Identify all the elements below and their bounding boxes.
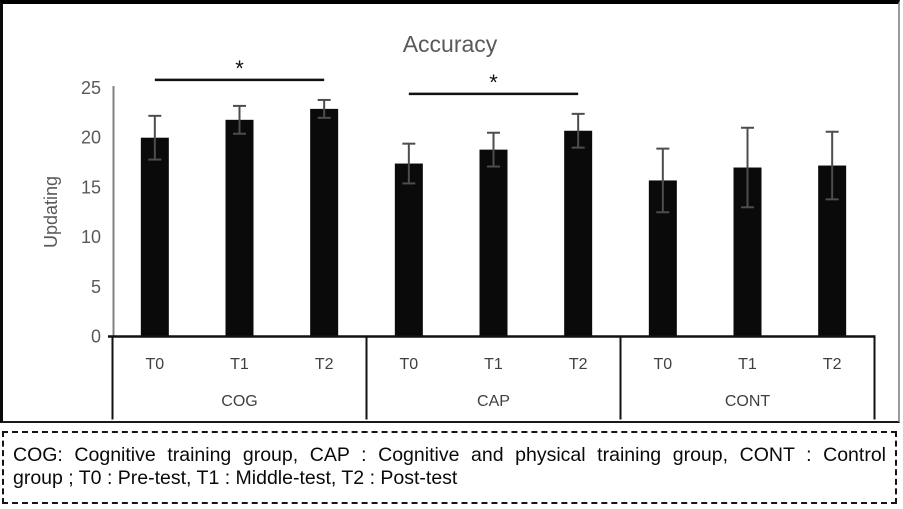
x-tick-label-COG-T1: T1	[230, 356, 249, 373]
x-tick-label-CONT-T0: T0	[653, 356, 672, 373]
y-tick-label-20: 20	[81, 128, 101, 148]
x-tick-label-CONT-T2: T2	[823, 356, 842, 373]
x-tick-label-COG-T2: T2	[315, 356, 334, 373]
bar-CAP-T1	[479, 149, 508, 337]
caption-line-2: group ; T0 : Pre-test, T1 : Middle-test,…	[13, 467, 458, 489]
bar-CAP-T0	[394, 163, 423, 337]
chart-title: Accuracy	[403, 31, 498, 57]
accuracy-bar-chart: Accuracy Updating 0 5 10 15 20 25 T0 T1 T2 COG T0 T1 T…	[41, 31, 876, 420]
x-tick-label-CONT-T1: T1	[738, 356, 757, 373]
y-tick-label-25: 25	[81, 78, 101, 98]
y-tick-label-10: 10	[81, 227, 101, 247]
figure-caption-box: COG: Cognitive training group, CAP : Cog…	[2, 431, 897, 504]
group-label-CONT: CONT	[725, 393, 771, 410]
bar-CAP-T2	[564, 130, 593, 337]
y-tick-label-15: 15	[81, 177, 101, 197]
group-label-COG: COG	[221, 393, 257, 410]
bar-COG-T1	[225, 119, 254, 337]
group-label-CAP: CAP	[477, 393, 510, 410]
x-tick-label-CAP-T2: T2	[569, 356, 588, 373]
bar-COG-T0	[140, 137, 169, 337]
bar-COG-T2	[310, 108, 339, 337]
x-tick-label-CAP-T1: T1	[484, 356, 503, 373]
y-tick-label-5: 5	[91, 277, 101, 297]
x-tick-label-COG-T0: T0	[145, 356, 164, 373]
caption-line-1: COG: Cognitive training group, CAP : Cog…	[13, 444, 886, 466]
x-tick-label-CAP-T0: T0	[399, 356, 418, 373]
significance-star-CAP: *	[489, 70, 498, 95]
y-tick-label-0: 0	[91, 327, 101, 347]
y-axis-label: Updating	[41, 176, 61, 248]
significance-star-COG: *	[235, 56, 244, 81]
